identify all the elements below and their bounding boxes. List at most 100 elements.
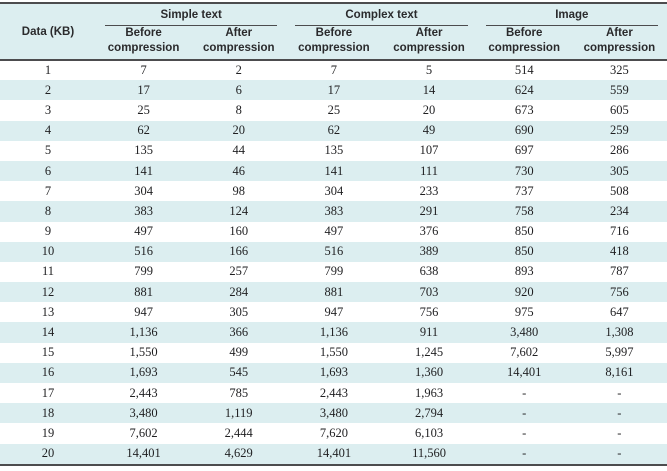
value-cell: 7 bbox=[140, 63, 147, 78]
value-cell: 785 bbox=[229, 385, 249, 400]
value-cell: 305 bbox=[229, 304, 249, 319]
value-cell: 160 bbox=[229, 224, 249, 239]
value-cell: 605 bbox=[610, 102, 629, 117]
value-cell: 20 bbox=[232, 123, 245, 138]
value-cell: 304 bbox=[134, 183, 153, 198]
value-cell: 2,443 bbox=[129, 385, 158, 400]
value-cell: 7,602 bbox=[510, 345, 539, 360]
value-cell: 758 bbox=[514, 203, 534, 218]
value-cell: 284 bbox=[229, 284, 249, 299]
value-cell: 3,480 bbox=[129, 405, 158, 420]
value-cell: 850 bbox=[514, 244, 534, 259]
column-header-data-kb: Data (KB) bbox=[0, 4, 96, 60]
column-header-complex-before: Before compression bbox=[286, 26, 382, 60]
table-row: 15 1,550 499 1,550 1,245 7,602 5,997 bbox=[0, 342, 667, 363]
value-cell: 1,360 bbox=[414, 365, 444, 380]
value-cell: 366 bbox=[229, 325, 249, 340]
value-cell: 911 bbox=[419, 325, 439, 340]
data-kb-cell: 4 bbox=[44, 123, 52, 138]
table-row: 12 881 284 881 703 920 756 bbox=[0, 282, 667, 303]
data-kb-cell: 14 bbox=[41, 325, 55, 340]
data-kb-cell: 13 bbox=[41, 304, 55, 319]
value-cell: - bbox=[617, 425, 622, 440]
value-cell: 1,136 bbox=[129, 325, 158, 340]
value-cell: 17 bbox=[327, 82, 341, 97]
group-label-simple-text: Simple text bbox=[105, 6, 278, 26]
column-header-image-before: Before compression bbox=[476, 26, 572, 60]
value-cell: 3,480 bbox=[510, 325, 539, 340]
data-kb-cell: 2 bbox=[44, 82, 52, 97]
value-cell: 730 bbox=[514, 163, 534, 178]
value-cell: 8 bbox=[235, 102, 242, 117]
value-cell: 716 bbox=[610, 224, 629, 239]
value-cell: 947 bbox=[134, 304, 153, 319]
value-cell: 111 bbox=[420, 163, 438, 178]
value-cell: 14,401 bbox=[507, 365, 542, 380]
data-kb-cell: 18 bbox=[41, 405, 55, 420]
value-cell: 947 bbox=[324, 304, 344, 319]
table-row: 19 7,602 2,444 7,620 6,103 - - bbox=[0, 423, 667, 444]
table-row: 11 799 257 799 638 893 787 bbox=[0, 261, 667, 283]
value-cell: 135 bbox=[324, 143, 344, 158]
value-cell: 1,136 bbox=[319, 325, 348, 340]
value-cell: 5 bbox=[425, 63, 433, 78]
data-kb-cell: 5 bbox=[44, 143, 52, 158]
value-cell: 690 bbox=[514, 123, 534, 138]
value-cell: 1,245 bbox=[414, 345, 444, 360]
column-header-image-after: After compression bbox=[571, 26, 667, 60]
table-row: 2 17 6 17 14 624 559 bbox=[0, 80, 667, 101]
table-header: Data (KB) Simple text Complex text Image… bbox=[0, 4, 667, 60]
table-row: 4 62 20 62 49 690 259 bbox=[0, 120, 667, 141]
value-cell: 383 bbox=[324, 203, 344, 218]
value-cell: 1,308 bbox=[605, 325, 634, 340]
value-cell: 14,401 bbox=[316, 446, 352, 461]
value-cell: 5,997 bbox=[605, 345, 634, 360]
value-cell: 508 bbox=[610, 183, 629, 198]
value-cell: 787 bbox=[610, 264, 629, 279]
value-cell: 514 bbox=[514, 63, 534, 78]
table-row: 14 1,136 366 1,136 911 3,480 1,308 bbox=[0, 322, 667, 343]
value-cell: 2 bbox=[235, 63, 242, 78]
value-cell: 14,401 bbox=[126, 446, 161, 461]
value-cell: 920 bbox=[514, 284, 534, 299]
value-cell: 756 bbox=[419, 304, 439, 319]
value-cell: 25 bbox=[137, 102, 150, 117]
value-cell: - bbox=[617, 405, 622, 420]
value-cell: 8,161 bbox=[605, 365, 634, 380]
value-cell: 46 bbox=[232, 163, 245, 178]
table-row: 3 25 8 25 20 673 605 bbox=[0, 100, 667, 121]
group-label-image: Image bbox=[485, 6, 658, 26]
value-cell: 1,963 bbox=[414, 385, 444, 400]
value-cell: 141 bbox=[324, 163, 344, 178]
table-row: 7 304 98 304 233 737 508 bbox=[0, 181, 667, 202]
value-cell: 497 bbox=[134, 224, 153, 239]
value-cell: 383 bbox=[134, 203, 153, 218]
value-cell: 2,444 bbox=[224, 425, 253, 440]
value-cell: 7,620 bbox=[319, 425, 348, 440]
value-cell: 703 bbox=[419, 284, 439, 299]
value-cell: 799 bbox=[134, 264, 153, 279]
value-cell: 418 bbox=[610, 244, 629, 259]
data-kb-cell: 11 bbox=[41, 264, 55, 279]
value-cell: 545 bbox=[229, 365, 249, 380]
table-row: 8 383 124 383 291 758 234 bbox=[0, 201, 667, 222]
table-row: 9 497 160 497 376 850 716 bbox=[0, 221, 667, 242]
value-cell: 737 bbox=[514, 183, 534, 198]
data-kb-cell: 6 bbox=[44, 163, 52, 178]
table-row: 16 1,693 545 1,693 1,360 14,401 8,161 bbox=[0, 362, 667, 383]
value-cell: 881 bbox=[134, 284, 153, 299]
value-cell: 17 bbox=[137, 82, 150, 97]
value-cell: - bbox=[617, 446, 622, 461]
value-cell: 1,550 bbox=[319, 345, 348, 360]
value-cell: 98 bbox=[232, 183, 245, 198]
value-cell: 1,693 bbox=[319, 365, 348, 380]
value-cell: 697 bbox=[514, 143, 534, 158]
value-cell: 286 bbox=[610, 143, 629, 158]
value-cell: 516 bbox=[324, 244, 344, 259]
value-cell: 3,480 bbox=[319, 405, 348, 420]
data-kb-cell: 15 bbox=[41, 345, 55, 360]
table-row: 5 135 44 135 107 697 286 bbox=[0, 140, 667, 161]
table-row: 13 947 305 947 756 975 647 bbox=[0, 302, 667, 323]
value-cell: 141 bbox=[134, 163, 153, 178]
value-cell: 49 bbox=[422, 123, 436, 138]
